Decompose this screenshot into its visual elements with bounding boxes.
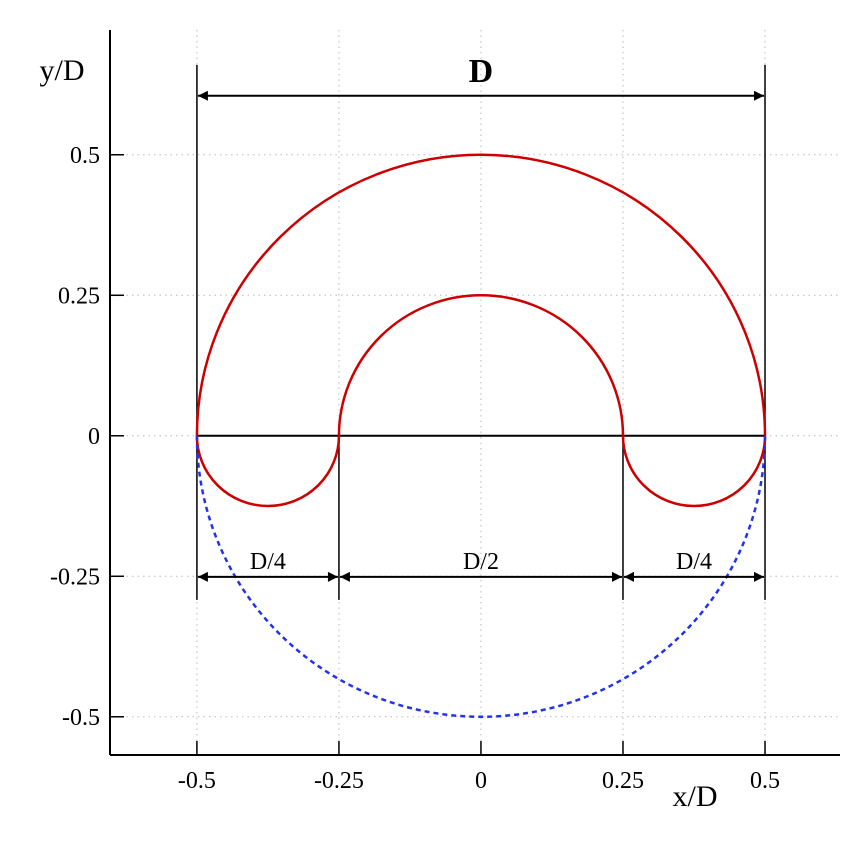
y-tick-label: 0.25: [58, 283, 100, 309]
x-tick-label: 0.5: [750, 768, 780, 794]
dimension-label: D: [469, 53, 494, 90]
y-tick-label: -0.5: [62, 705, 100, 731]
y-tick-label: -0.25: [50, 564, 100, 590]
arc: [195, 435, 341, 508]
dimension-label: D/4: [250, 549, 286, 575]
x-tick-label: 0: [475, 768, 487, 794]
arc: [621, 435, 767, 508]
x-axis-label: x/D: [673, 780, 718, 813]
y-tick-label: 0.5: [70, 143, 100, 169]
dimension-label: D/4: [676, 549, 712, 575]
x-tick-label: -0.5: [178, 768, 216, 794]
x-tick-label: 0.25: [602, 768, 644, 794]
arc: [195, 435, 767, 719]
x-tick-label: -0.25: [314, 768, 364, 794]
dimension-label: D/2: [463, 549, 499, 575]
arc: [337, 294, 625, 436]
y-tick-label: 0: [88, 424, 100, 450]
arc: [195, 153, 767, 436]
y-axis-label: y/D: [40, 54, 85, 87]
